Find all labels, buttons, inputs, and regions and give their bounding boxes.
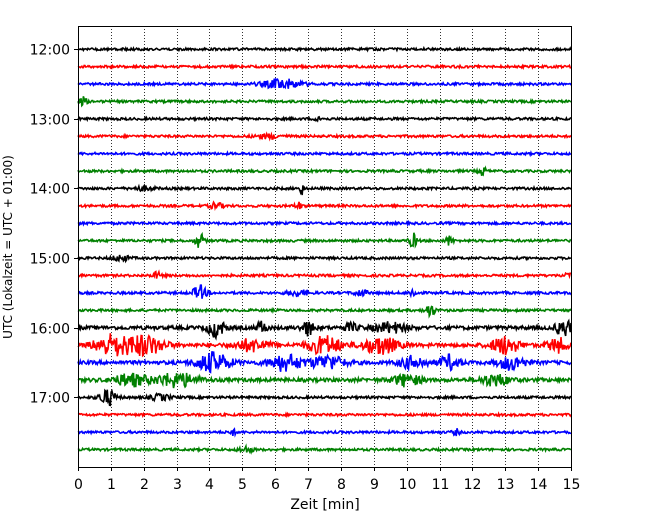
y-tick-label: 15:00 [30,252,70,268]
x-tick-label: 12 [464,477,482,493]
seismogram-trace [77,269,572,280]
seismogram-trace [77,77,572,90]
x-tick-label: 0 [74,477,83,493]
seismogram-trace [77,131,572,142]
y-axis-label: UTC (Lokalzeit = UTC + 01:00) [1,155,15,339]
seismogram-trace [77,165,572,177]
x-tick-label: 3 [173,477,182,493]
seismogram-trace [77,254,572,264]
y-tick-label: 13:00 [30,113,70,129]
seismogram-trace [77,305,572,319]
x-axis-label: Zeit [min] [290,497,359,513]
plot-frame [78,26,572,468]
seismogram-trace [77,411,572,419]
x-tick-label: 8 [337,477,346,493]
y-axis: 12:00 13:00 14:00 15:00 16:00 17:00 [30,43,78,407]
y-tick-label: 14:00 [30,182,70,198]
seismogram-trace [77,96,572,108]
seismogram-trace [77,231,572,249]
seismogram-trace [77,219,572,228]
x-tick-label: 4 [205,477,214,493]
seismogram-trace [77,333,572,358]
seismogram-trace [77,115,572,123]
x-tick-label: 11 [432,477,450,493]
x-tick-label: 14 [530,477,548,493]
y-tick-label: 12:00 [30,43,70,59]
x-axis: 0 1 2 3 4 5 6 7 8 9 10 11 12 13 14 15 [74,467,580,493]
seismogram-trace [77,150,572,158]
y-tick-label: 16:00 [30,322,70,338]
seismogram-trace [77,351,572,374]
x-tick-label: 2 [140,477,149,493]
x-tick-label: 9 [370,477,379,493]
seismogram-trace [77,45,572,53]
seismogram-trace [77,200,572,212]
seismogram-trace [77,183,572,196]
x-tick-label: 6 [271,477,280,493]
seismogram-trace [77,284,572,299]
seismogram-trace [77,443,572,455]
x-tick-label: 1 [107,477,116,493]
seismogram-trace [77,63,572,71]
y-tick-label: 17:00 [30,391,70,407]
x-tick-label: 7 [304,477,313,493]
seismogram-trace [77,318,572,341]
x-tick-label: 10 [399,477,417,493]
traces-layer [77,45,572,455]
x-tick-label: 15 [563,477,581,493]
x-tick-label: 13 [497,477,515,493]
x-tick-label: 5 [238,477,247,493]
seismogram-trace [77,427,572,438]
seismogram-trace [77,372,572,389]
seismogram-trace [77,388,572,407]
